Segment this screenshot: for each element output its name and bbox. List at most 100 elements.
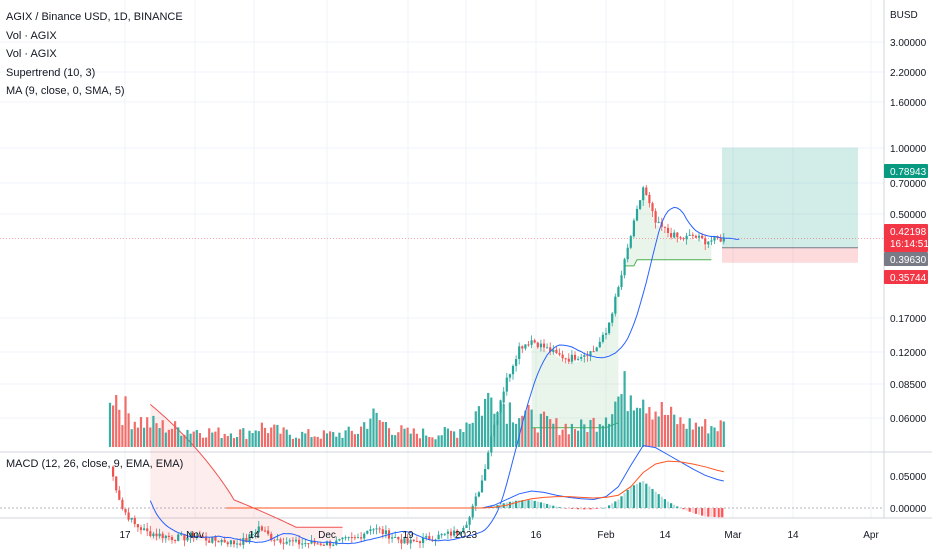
candle-body-61	[298, 539, 301, 545]
macd-hist-9-1	[595, 508, 598, 509]
indicator-volume-2[interactable]: Vol · AGIX	[6, 48, 57, 60]
volume-bar-180	[666, 415, 670, 447]
price-tick-6: 0.17000	[890, 314, 927, 325]
candle-body-106	[437, 534, 440, 540]
candle-body-38	[226, 542, 229, 545]
candle-body-87	[378, 528, 381, 530]
volume-bar-186	[685, 428, 688, 447]
volume-bar-189	[694, 422, 697, 447]
volume-bar-75	[341, 437, 344, 447]
candle-body-23	[180, 534, 183, 536]
volume-bar-93	[397, 432, 400, 447]
volume-bar-174	[648, 407, 651, 447]
candle-body-110	[449, 531, 453, 536]
time-tick-4: 19	[402, 530, 414, 541]
candle-body-127	[502, 391, 505, 403]
volume-bar-117	[471, 422, 474, 447]
symbol-title[interactable]: AGIX / Binance USD, 1D, BINANCE	[6, 11, 183, 23]
volume-bar-102	[425, 435, 428, 447]
volume-bar-167	[626, 411, 629, 447]
volume-bar-104	[431, 437, 434, 447]
candle-body-170	[635, 208, 639, 221]
volume-bar-12	[146, 417, 149, 447]
volume-bar-179	[663, 414, 666, 447]
macd-hist-12-2	[635, 483, 639, 508]
candle-body-89	[384, 530, 387, 535]
candle-body-156	[592, 351, 595, 353]
candle-body-134	[524, 344, 527, 349]
volume-bar-49	[260, 422, 263, 447]
candle-body-30	[201, 535, 205, 537]
candle-body-82	[363, 533, 366, 539]
candle-body-8	[133, 517, 136, 525]
price-tick-4: 0.70000	[890, 179, 927, 190]
volume-bar-18	[164, 432, 167, 447]
time-tick-0: 17	[119, 530, 131, 541]
volume-bar-162	[611, 414, 614, 447]
candle-body-197	[719, 238, 722, 242]
volume-bar-155	[589, 419, 592, 447]
candle-body-122	[487, 452, 490, 470]
macd-hist-16-2	[685, 508, 688, 511]
candle-body-111	[453, 530, 456, 536]
time-tick-3: Dec	[318, 530, 336, 541]
volume-bar-13	[149, 427, 152, 447]
candle-body-92	[394, 536, 397, 538]
macd-legend[interactable]: MACD (12, 26, close, 9, EMA, EMA)	[6, 458, 184, 470]
candle-body-115	[465, 524, 468, 528]
volume-bar-190	[697, 426, 701, 447]
volume-bar-110	[449, 430, 453, 447]
candle-body-142	[549, 347, 552, 353]
candle-body-182	[673, 232, 676, 238]
macd-hist-6-1	[558, 507, 561, 508]
entry-badge-bg	[884, 252, 928, 266]
macd-signal-line	[226, 460, 724, 509]
candle-body-191	[701, 235, 704, 239]
price-tick-9: 0.06000	[890, 414, 927, 425]
candle-body-45	[248, 534, 251, 543]
macd-hist-7-1	[570, 508, 573, 509]
candle-body-32	[208, 540, 211, 543]
candle-body-33	[211, 536, 214, 543]
candle-body-65	[310, 540, 313, 544]
volume-bar-173	[645, 413, 648, 447]
candle-body-97	[409, 539, 412, 544]
macd-hist-7-3	[577, 508, 580, 510]
candle-body-188	[691, 234, 694, 236]
volume-bar-101	[422, 428, 425, 447]
volume-bar-177	[657, 416, 660, 447]
candle-body-10	[139, 527, 143, 531]
macd-hist-5-2	[549, 504, 552, 508]
volume-bar-151	[577, 430, 580, 447]
price-tick-5: 0.50000	[890, 210, 927, 221]
volume-bar-127	[502, 404, 505, 447]
candle-body-24	[183, 534, 186, 541]
macd-hist-12-0	[629, 486, 632, 508]
candle-body-164	[617, 287, 620, 297]
macd-hist-12-1	[632, 485, 635, 508]
macd-hist-19-2	[719, 508, 722, 518]
volume-bar-38	[226, 435, 229, 447]
volume-bar-176	[654, 411, 657, 447]
candle-body-12	[146, 528, 149, 532]
candle-body-70	[325, 541, 329, 546]
volume-bar-108	[443, 426, 446, 447]
macd-hist-10-3	[614, 501, 617, 508]
volume-bar-152	[580, 419, 583, 447]
indicator-supertrend[interactable]: Supertrend (10, 3)	[6, 66, 96, 79]
volume-bar-50	[263, 427, 267, 447]
volume-bar-26	[189, 433, 192, 447]
volume-bar-76	[344, 430, 347, 447]
indicator-ma[interactable]: MA (9, close, 0, SMA, 5)	[6, 85, 125, 97]
volume-bar-142	[549, 419, 552, 447]
stop-badge-text-0: 0.35744	[890, 273, 927, 284]
candle-body-133	[521, 346, 524, 349]
volume-bar-164	[617, 396, 620, 447]
volume-bar-128	[505, 423, 508, 447]
volume-bar-105	[434, 439, 437, 447]
indicator-volume-1[interactable]: Vol · AGIX	[6, 29, 57, 42]
volume-bar-81	[360, 426, 363, 447]
volume-bar-3	[118, 409, 121, 447]
